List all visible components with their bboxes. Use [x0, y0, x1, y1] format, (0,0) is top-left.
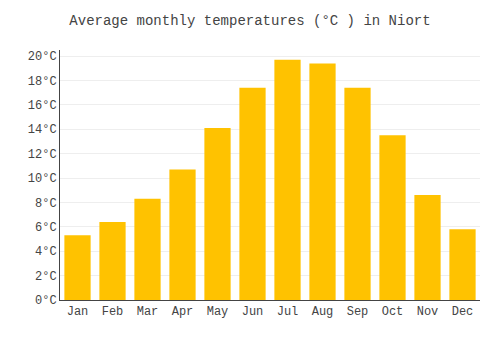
- svg-text:Mar: Mar: [137, 305, 159, 319]
- svg-text:18°C: 18°C: [28, 75, 57, 89]
- svg-text:4°C: 4°C: [35, 245, 57, 259]
- svg-text:Oct: Oct: [382, 305, 404, 319]
- svg-text:Aug: Aug: [312, 305, 334, 319]
- svg-text:12°C: 12°C: [28, 148, 57, 162]
- svg-text:May: May: [207, 305, 229, 319]
- svg-text:Jul: Jul: [277, 305, 299, 319]
- svg-text:Nov: Nov: [417, 305, 439, 319]
- svg-text:20°C: 20°C: [28, 50, 57, 64]
- svg-text:16°C: 16°C: [28, 99, 57, 113]
- svg-text:Feb: Feb: [102, 305, 124, 319]
- svg-text:2°C: 2°C: [35, 270, 57, 284]
- svg-text:Apr: Apr: [172, 305, 194, 319]
- svg-text:6°C: 6°C: [35, 221, 57, 235]
- svg-text:Jan: Jan: [67, 305, 89, 319]
- svg-text:0°C: 0°C: [35, 294, 57, 308]
- svg-text:Sep: Sep: [347, 305, 369, 319]
- svg-text:Average monthly temperatures (: Average monthly temperatures (°C ) in Ni…: [69, 13, 430, 29]
- svg-text:14°C: 14°C: [28, 123, 57, 137]
- svg-text:Jun: Jun: [242, 305, 264, 319]
- svg-text:8°C: 8°C: [35, 197, 57, 211]
- svg-text:10°C: 10°C: [28, 172, 57, 186]
- svg-text:Dec: Dec: [452, 305, 474, 319]
